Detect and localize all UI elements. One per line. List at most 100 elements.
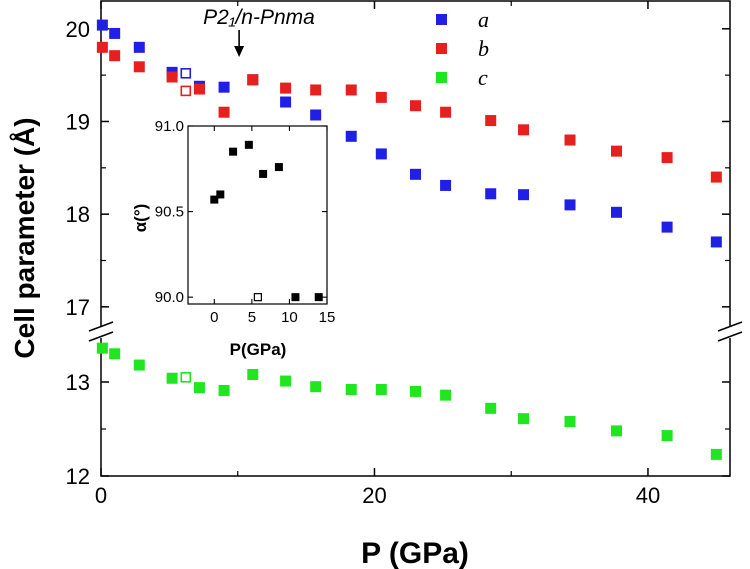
data-point-a [710,236,722,248]
open-data-point-c [180,371,192,383]
legend-marker-a [436,14,447,25]
y-tick-label: 12 [66,464,90,489]
inset-background [188,126,327,304]
inset-x-tick-label: 15 [319,309,336,326]
phase-transition-annotation: P2₁/n-Pnma [203,6,315,29]
axis-break-slash [88,321,114,332]
data-point-c [518,413,530,425]
data-point-c [611,425,623,437]
data-point-b [661,152,673,164]
main-tick-labels: 0 20 40 12 13 17 18 19 20 [66,17,661,508]
x-tick-label: 40 [636,483,660,508]
inset-y-tick-label: 91.0 [155,118,184,135]
data-point-c [564,415,576,427]
data-point-a [133,41,145,53]
data-point-a [485,188,497,200]
data-point-b [440,106,452,118]
data-point-b [345,84,357,96]
inset-data-point [274,163,283,172]
inset-y-tick-label: 90.5 [155,204,184,221]
data-point-c [345,384,357,396]
data-point-b [564,134,576,146]
y-tick-label: 19 [66,109,90,134]
data-point-b [133,61,145,73]
axis-break-slash [717,331,743,342]
data-point-c [280,375,292,387]
inset-x-tick-label: 10 [281,309,298,326]
inset-data-points [210,140,323,302]
data-point-a [518,189,530,201]
data-point-c [710,448,722,460]
data-point-b [485,115,497,127]
data-point-c [109,348,121,360]
data-point-c [661,430,673,442]
data-point-a [310,109,322,121]
data-point-c [485,402,497,414]
main-plot-frame [100,0,731,477]
inset-y-axis-title: α(°) [131,204,150,233]
data-point-c [410,385,421,397]
data-point-c [96,342,108,354]
data-point-b [166,71,178,83]
inset-data-point [259,169,268,178]
inset-data-point [229,147,238,156]
main-data-points [96,19,722,460]
data-point-c [247,368,259,380]
y-tick-label: 13 [66,370,90,395]
open-data-point-b [180,85,192,97]
data-point-c [166,372,178,384]
data-point-b [710,171,722,183]
inset-x-axis-title: P(GPa) [230,340,287,359]
inset-plot-frame [187,125,328,305]
data-point-b [611,145,623,157]
legend-label-c: c [478,65,488,90]
inset-data-point [244,140,253,149]
axis-break-slash [88,331,114,342]
inset-x-tick-label: 5 [248,309,256,326]
legend-label-b: b [478,36,489,61]
legend-marker-b [436,43,447,54]
data-point-b [193,83,205,95]
data-point-b [518,124,530,136]
axis-break-slash [717,321,743,332]
data-point-b [280,82,292,94]
x-tick-label: 20 [362,483,386,508]
data-point-c [218,384,230,396]
inset-data-point [314,293,323,302]
data-point-c [375,384,387,396]
data-point-c [310,381,322,393]
inset-x-tick-label: 0 [210,309,218,326]
data-point-b [247,74,259,86]
data-point-b [218,106,230,118]
inset-data-point [216,190,225,199]
data-point-a [109,27,121,39]
data-point-a [410,168,421,180]
data-point-a [218,81,230,93]
legend: abc [436,7,489,90]
y-tick-label: 20 [66,17,90,42]
data-point-b [109,50,121,62]
data-point-a [96,19,108,31]
data-point-c [440,389,452,401]
data-point-a [611,206,623,218]
data-point-a [345,130,357,142]
data-point-a [280,96,292,108]
data-point-b [375,91,387,103]
inset-data-point [210,195,219,204]
y-tick-label: 18 [66,202,90,227]
y-tick-label: 17 [66,295,90,320]
data-point-c [133,359,145,371]
data-point-a [375,148,387,160]
inset-axis-ticks [188,125,328,304]
data-point-a [564,199,576,211]
axis-break-marks [88,321,743,342]
phase-transition-arrow [234,30,245,57]
data-point-b [410,100,421,112]
x-axis-title: P (GPa) [361,537,469,569]
data-point-b [310,84,322,96]
data-point-a [661,221,673,233]
inset-tick-labels: 0 5 10 15 90.0 90.5 91.0 [155,118,336,326]
data-point-b [96,41,108,53]
x-tick-label: 0 [95,483,107,508]
inset-y-tick-label: 90.0 [155,289,184,306]
